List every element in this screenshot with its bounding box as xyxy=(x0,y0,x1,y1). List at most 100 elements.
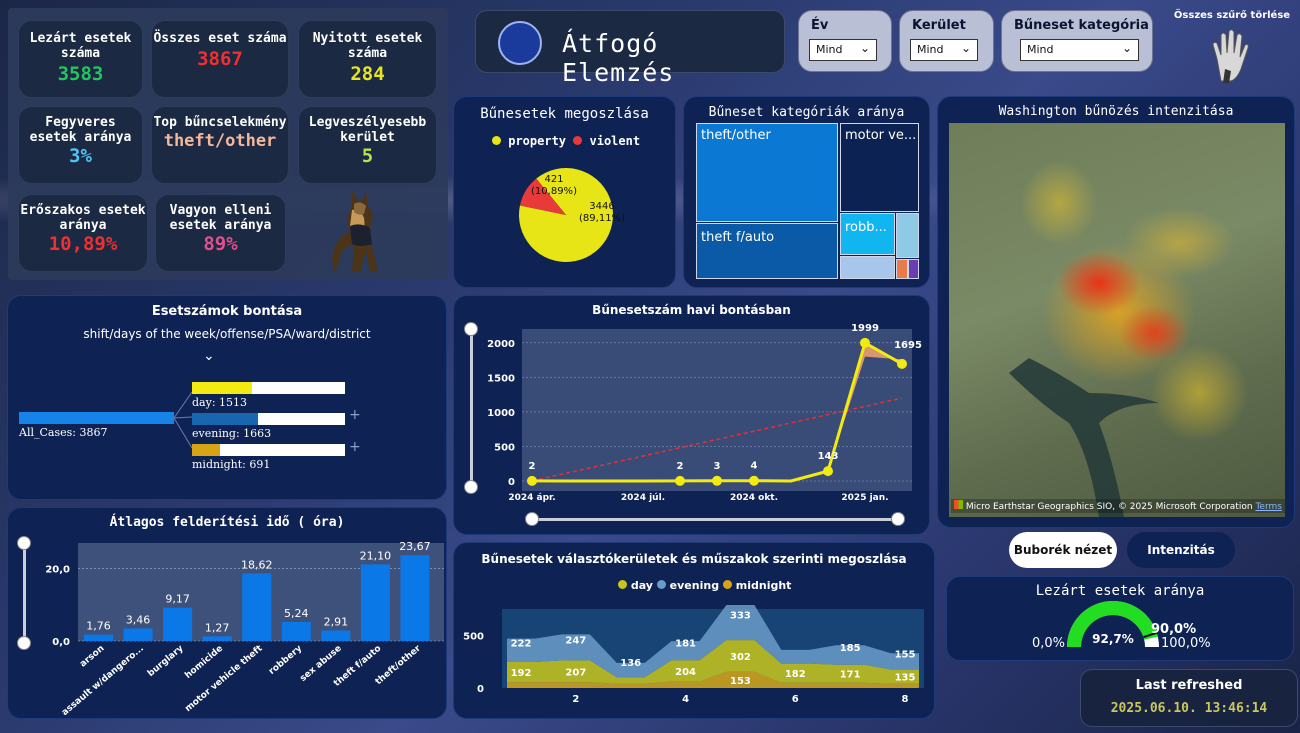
data-point[interactable] xyxy=(823,466,833,477)
treemap-small-1[interactable] xyxy=(896,213,919,258)
kpi-value: 3867 xyxy=(197,48,243,70)
slider-handle[interactable] xyxy=(464,322,478,336)
treemap-small-4[interactable] xyxy=(908,259,919,279)
treemap-title: Bűneset kategóriák aránya xyxy=(708,105,905,120)
area-evening[interactable] xyxy=(507,604,919,678)
bar[interactable] xyxy=(321,630,351,641)
pie-slice-violent[interactable] xyxy=(519,178,566,215)
gauge-fill[interactable] xyxy=(1067,601,1158,647)
point-label: 1999 xyxy=(851,323,879,334)
y-tick: 500 xyxy=(463,631,484,642)
kpi-armed-ratio: Fegyveres esetek aránya 3% xyxy=(18,106,143,184)
root-bar[interactable] xyxy=(19,412,174,424)
bar-label: 23,67 xyxy=(399,540,431,553)
trend-line xyxy=(531,397,903,482)
map-terms-link[interactable]: Terms xyxy=(1255,502,1282,512)
monthly-line-chart: 0 500 1000 1500 2000 2024 ápr. 2024 júl. 2024 o… xyxy=(487,323,922,503)
kpi-label: Top bűncselekmény xyxy=(153,115,287,130)
x-tick: 8 xyxy=(902,694,909,705)
legend-property: property xyxy=(508,134,567,148)
vertical-slider[interactable] xyxy=(464,322,478,494)
page-title: Átfogó Elemzés xyxy=(562,29,675,87)
legend-evening: evening xyxy=(669,579,720,592)
slider-handle[interactable] xyxy=(525,512,539,526)
kpi-label: Lezárt esetek száma xyxy=(29,31,132,61)
decomp-node[interactable] xyxy=(192,444,345,456)
avg-bar-chart: 0,0 20,0 1,76 arson 3,46 assault w/dangero...… xyxy=(45,540,444,718)
legend-dot xyxy=(492,136,501,145)
expand-chevron-icon[interactable]: ⌄ xyxy=(203,348,215,364)
x-tick: robbery xyxy=(267,644,304,677)
decomposition-panel: Esetszámok bontása shift/days of the wee… xyxy=(7,295,447,500)
x-tick: 2 xyxy=(572,694,579,705)
area-midnight[interactable] xyxy=(507,671,919,688)
filter-label: Év xyxy=(811,18,829,33)
expand-plus-icon[interactable]: + xyxy=(349,407,361,423)
bubble-view-button[interactable]: Buborék nézet xyxy=(1009,532,1117,568)
bar[interactable] xyxy=(281,621,311,641)
slider-handle[interactable] xyxy=(464,480,478,494)
data-point[interactable] xyxy=(712,475,722,486)
ward-select[interactable]: Mind ⌄ xyxy=(910,39,978,61)
horizontal-slider[interactable] xyxy=(525,512,905,526)
avg-title: Átlagos felderítési idő ( óra) xyxy=(109,515,345,530)
slider-handle[interactable] xyxy=(891,512,905,526)
data-point[interactable] xyxy=(675,475,685,486)
treemap-label: robb... xyxy=(845,220,887,235)
kpi-value: 3% xyxy=(69,145,92,167)
treemap-small-3[interactable] xyxy=(896,259,908,279)
clear-filters-button[interactable]: Összes szűrő törlése xyxy=(1172,8,1292,93)
decomp-subtitle: shift/days of the week/offense/PSA/ward/… xyxy=(83,327,371,341)
decomp-node[interactable] xyxy=(192,382,345,394)
slider-handle[interactable] xyxy=(17,536,31,550)
bar-label: 1,27 xyxy=(205,621,230,634)
area-day[interactable] xyxy=(507,640,919,684)
slider-handle[interactable] xyxy=(17,636,31,650)
data-point[interactable] xyxy=(527,475,537,486)
bar[interactable] xyxy=(360,564,390,641)
kpi-violent-ratio: Erőszakos esetek aránya 10,89% xyxy=(18,194,148,272)
treemap-motor-vehicle[interactable]: motor ve... xyxy=(840,123,919,212)
x-tick: arson xyxy=(78,644,106,670)
y-tick: 1000 xyxy=(487,408,515,419)
intensity-view-button[interactable]: Intenzitás nézet xyxy=(1127,532,1235,593)
data-label: 207 xyxy=(565,667,586,678)
kpi-value: 3583 xyxy=(57,63,104,85)
vertical-slider[interactable] xyxy=(17,536,31,650)
data-label: 247 xyxy=(565,635,586,646)
bar[interactable] xyxy=(202,636,232,641)
expand-plus-icon[interactable]: + xyxy=(349,439,361,455)
river-shape xyxy=(1009,358,1159,517)
pie-label-property: 3446 (89,11%) xyxy=(579,201,625,224)
gauge-panel: Lezárt esetek aránya 92,7% 0,0% 100,0% 90,0… xyxy=(946,576,1294,661)
kpi-value: theft/other xyxy=(163,131,277,151)
data-label: 333 xyxy=(730,611,751,622)
bar[interactable] xyxy=(123,628,153,641)
x-tick: 4 xyxy=(682,694,689,705)
x-tick: motor vehicle theft xyxy=(183,643,265,714)
treemap-theft-f-auto[interactable]: theft f/auto xyxy=(696,223,838,279)
police-badge-icon xyxy=(498,21,542,65)
decomp-node[interactable] xyxy=(192,413,345,425)
bar[interactable] xyxy=(163,607,193,641)
data-point[interactable] xyxy=(897,358,907,369)
data-point[interactable] xyxy=(749,475,759,486)
map-panel: Washington bűnözés intenzitása Micro Ear… xyxy=(937,96,1295,528)
gauge-title: Lezárt esetek aránya xyxy=(1035,583,1205,599)
legend-violent: violent xyxy=(589,134,641,148)
kpi-closed-cases: Lezárt esetek száma 3583 xyxy=(18,20,143,98)
treemap-theft-other[interactable]: theft/other xyxy=(696,123,838,222)
treemap-small-2[interactable] xyxy=(840,256,895,279)
bar[interactable] xyxy=(84,634,113,641)
year-select[interactable]: Mind ⌄ xyxy=(809,39,877,61)
category-select[interactable]: Mind ⌄ xyxy=(1020,39,1139,61)
bar[interactable] xyxy=(400,555,430,641)
gauge-target xyxy=(1143,631,1158,639)
decomp-label: day: 1513 xyxy=(192,396,248,409)
treemap-robbery[interactable]: robb... xyxy=(840,213,895,255)
data-label: 222 xyxy=(511,638,532,649)
treemap-label: motor ve... xyxy=(845,128,917,143)
heatmap-map[interactable]: Micro Earthstar Geographics SIO, © 2025 … xyxy=(949,123,1285,517)
data-point[interactable] xyxy=(860,337,870,348)
bar[interactable] xyxy=(242,573,272,641)
